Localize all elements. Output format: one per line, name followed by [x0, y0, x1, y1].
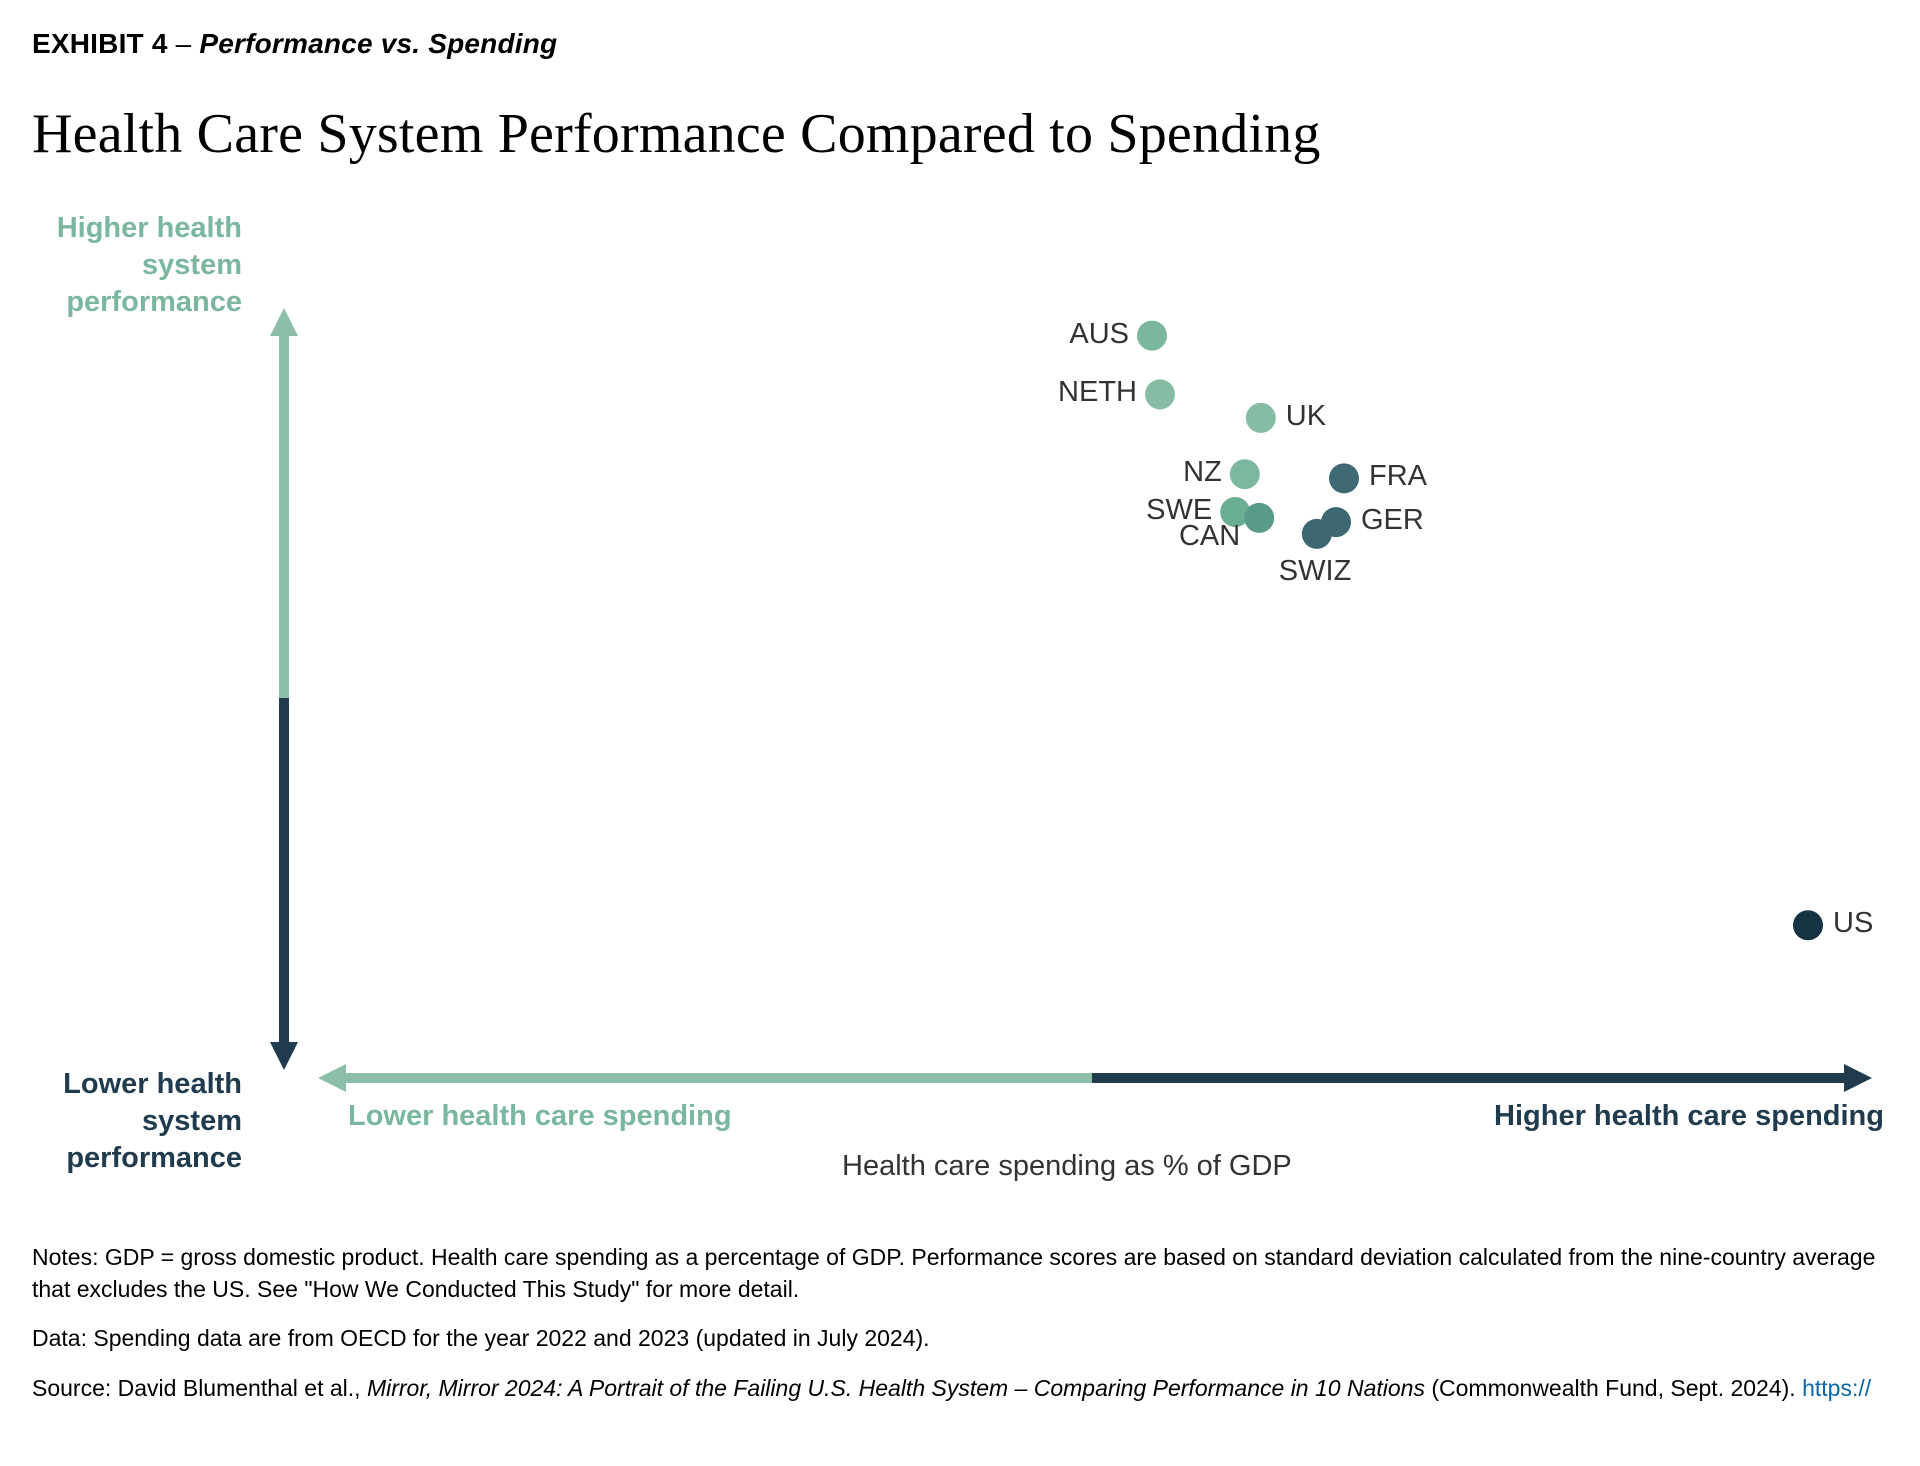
footnote-data: Data: Spending data are from OECD for th… [32, 1323, 1888, 1355]
exhibit-label: EXHIBIT 4 [32, 28, 168, 59]
point-label-uk: UK [1286, 400, 1326, 433]
point-label-can: CAN [1179, 520, 1240, 553]
x-axis-title: Health care spending as % of GDP [842, 1150, 1292, 1183]
point-label-ger: GER [1361, 504, 1424, 537]
chart-svg [32, 198, 1888, 1218]
source-suffix: (Commonwealth Fund, Sept. 2024). [1425, 1375, 1802, 1401]
point-label-neth: NETH [1058, 376, 1137, 409]
footnotes: Notes: GDP = gross domestic product. Hea… [32, 1242, 1888, 1405]
x-axis-right-label: Higher health care spending [1494, 1100, 1884, 1133]
source-prefix: Source: David Blumenthal et al., [32, 1375, 367, 1401]
exhibit-subtitle: Performance vs. Spending [199, 28, 557, 59]
point-label-swiz: SWIZ [1279, 555, 1352, 588]
footnote-notes: Notes: GDP = gross domestic product. Hea… [32, 1242, 1888, 1305]
point-label-aus: AUS [1069, 318, 1129, 351]
scatter-chart: Higher healthsystemperformance Lower hea… [32, 198, 1888, 1218]
chart-title: Health Care System Performance Compared … [32, 102, 1888, 166]
y-axis-top-label: Higher healthsystemperformance [32, 210, 242, 321]
y-axis-bottom-label: Lower healthsystemperformance [32, 1066, 242, 1177]
source-link: https:// [1802, 1375, 1871, 1401]
exhibit-sep: – [168, 28, 200, 59]
point-label-us: US [1833, 907, 1873, 940]
point-label-nz: NZ [1183, 456, 1222, 489]
point-label-fra: FRA [1369, 460, 1427, 493]
footnote-source: Source: David Blumenthal et al., Mirror,… [32, 1373, 1888, 1405]
source-italic: Mirror, Mirror 2024: A Portrait of the F… [367, 1375, 1425, 1401]
x-axis-left-label: Lower health care spending [348, 1100, 732, 1133]
exhibit-line: EXHIBIT 4 – Performance vs. Spending [32, 28, 1888, 60]
